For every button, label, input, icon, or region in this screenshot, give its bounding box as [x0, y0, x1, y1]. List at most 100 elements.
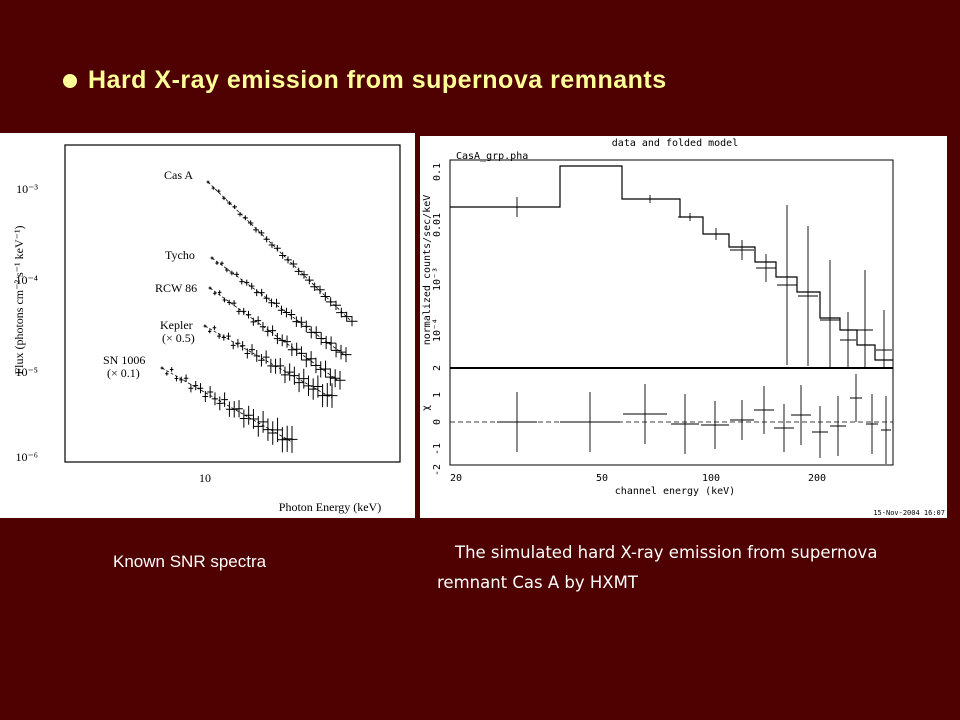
data-cross: [231, 300, 237, 307]
data-cross: [258, 353, 265, 367]
data-cross: [221, 334, 226, 341]
data-cross: [329, 369, 341, 388]
series-label: Kepler: [160, 318, 193, 332]
data-cross: [208, 329, 212, 334]
data-cross: [236, 308, 242, 315]
data-cross: [273, 333, 281, 345]
data-cross: [210, 256, 214, 260]
data-cross: [245, 310, 252, 319]
data-cross: [202, 391, 209, 403]
footer: 15-Nov-2004 16:07: [873, 509, 945, 517]
data-cross: [340, 347, 352, 363]
data-cross: [239, 409, 248, 428]
residual-tick-label: 2: [432, 365, 443, 371]
left-caption: Known SNR spectra: [113, 552, 267, 571]
data-cross: [217, 290, 222, 295]
data-cross: [234, 271, 240, 278]
data-cross: [305, 276, 314, 285]
data-cross: [259, 322, 267, 332]
model-line: [211, 257, 347, 357]
data-cross: [756, 254, 776, 282]
plot-title: data and folded model: [612, 138, 738, 149]
data-cross: [212, 325, 217, 331]
data-cross: [289, 260, 298, 268]
data-cross: [704, 228, 728, 240]
residual-cross: [701, 401, 729, 449]
data-cross: [230, 341, 236, 350]
right-figure-bg: [420, 136, 947, 518]
right-caption: The simulated hard X-ray emission from s…: [437, 543, 878, 592]
left-figure-bg: [0, 133, 415, 518]
data-cross: [341, 311, 353, 322]
data-cross: [299, 270, 309, 279]
data-cross: [258, 411, 268, 433]
data-cross: [247, 220, 254, 226]
data-cross: [235, 400, 243, 418]
data-cross: [312, 375, 323, 398]
data-cross: [242, 215, 248, 221]
data-cross: [311, 357, 321, 374]
residual-cross: [497, 392, 537, 452]
data-cross: [497, 197, 537, 217]
data-cross: [315, 285, 325, 295]
data-cross: [279, 252, 287, 259]
data-cross: [249, 282, 255, 290]
left-plot-data: [160, 180, 358, 453]
data-cross: [216, 396, 224, 411]
y-axis-label: normalized counts/sec/keV: [422, 195, 433, 346]
data-cross: [334, 370, 346, 390]
residual-tick-label: 0: [432, 419, 443, 425]
residual-cross: [881, 396, 891, 464]
data-cross: [264, 326, 272, 337]
data-cross: [229, 270, 234, 276]
data-cross: [330, 300, 342, 310]
data-cross: [336, 307, 347, 318]
data-cross: [278, 334, 286, 347]
data-cross: [294, 267, 303, 276]
data-cross: [330, 343, 342, 358]
data-cross: [301, 352, 311, 368]
series-label: SN 1006: [103, 353, 145, 367]
left-plot-frame: [64, 144, 401, 463]
data-cross: [316, 332, 326, 345]
data-cross: [321, 335, 332, 350]
y-axis-label: Flux (photons cm⁻² s⁻¹ keV⁻¹): [12, 225, 26, 374]
data-cross: [208, 286, 212, 290]
data-cross: [273, 298, 280, 308]
data-cross: [258, 230, 265, 236]
data-cross: [211, 392, 219, 406]
series-label: Tycho: [165, 248, 195, 262]
data-cross: [262, 350, 270, 364]
data-cross: [277, 305, 286, 315]
residual-cross: [774, 404, 794, 452]
data-cross: [179, 376, 184, 384]
data-cross: [193, 381, 199, 391]
data-cross: [335, 344, 347, 360]
y-tick-label: 10⁻⁴: [15, 273, 38, 287]
data-cross: [310, 282, 320, 291]
data-cross: [820, 260, 840, 367]
data-cross: [213, 291, 217, 296]
data-cross: [798, 226, 818, 366]
y-tick-label: 0.1: [432, 163, 443, 181]
series-label: (× 0.1): [107, 366, 140, 380]
data-cross: [290, 366, 299, 385]
data-cross: [255, 316, 262, 326]
data-cross: [326, 336, 337, 350]
data-cross: [876, 310, 892, 367]
data-cross: [277, 427, 288, 453]
data-cross: [272, 417, 283, 443]
data-cross: [232, 204, 237, 210]
data-cross: [303, 375, 314, 397]
data-cross: [317, 384, 328, 408]
data-cross: [249, 344, 256, 356]
bullet: [63, 74, 77, 88]
data-cross: [227, 299, 232, 306]
data-cross: [203, 324, 207, 328]
data-cross: [165, 371, 169, 376]
y-tick-label: 10⁻³: [16, 182, 38, 196]
x-tick-label: 200: [808, 473, 826, 484]
data-cross: [253, 350, 260, 362]
model-line: [209, 287, 341, 383]
data-cross: [206, 180, 210, 184]
